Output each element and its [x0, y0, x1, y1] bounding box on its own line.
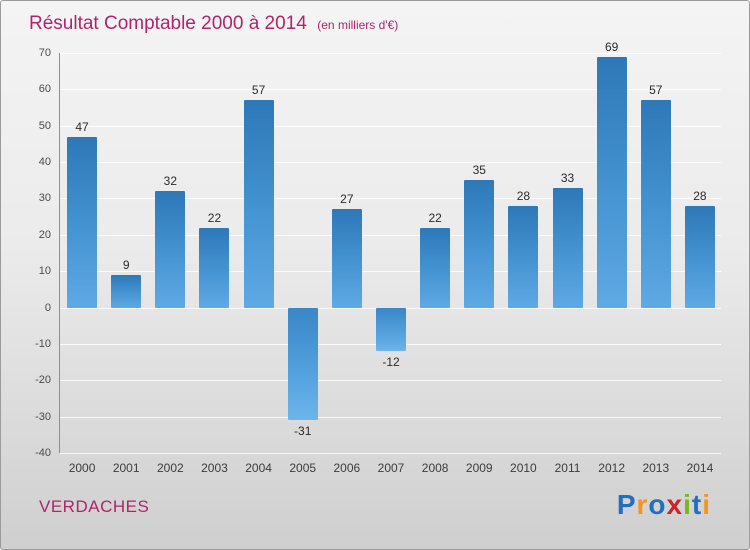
bar-value-label: 35: [472, 163, 486, 178]
x-axis-tick-label: 2013: [642, 461, 670, 475]
x-axis-tick-label: 2009: [465, 461, 493, 475]
x-axis-tick-label: 2008: [421, 461, 449, 475]
gridline: [60, 89, 721, 91]
x-axis-tick-label: 2000: [68, 461, 96, 475]
logo-letter: o: [648, 489, 667, 520]
y-axis-tick-label: 0: [44, 301, 51, 314]
y-axis-tick-label: 30: [38, 192, 51, 205]
gridline: [60, 380, 721, 382]
logo-letter: t: [691, 489, 703, 520]
bar-value-label: 22: [428, 210, 442, 225]
x-axis-tick-label: 2006: [333, 461, 361, 475]
x-axis-tick-label: 2001: [112, 461, 140, 475]
bar: [376, 307, 406, 352]
x-axis-tick-label: 2007: [377, 461, 405, 475]
gridline: [60, 162, 721, 164]
bar-value-label: 22: [207, 210, 222, 225]
x-axis-tick-label: 2005: [289, 461, 317, 475]
bar: [684, 205, 715, 308]
bar: [243, 100, 274, 308]
bar: [199, 227, 230, 308]
org-name: VERDACHES: [39, 497, 150, 516]
bar: [508, 205, 539, 308]
bar: [155, 191, 186, 308]
bar-value-label: 57: [251, 83, 266, 98]
proxiti-logo: Proxiti: [617, 489, 711, 521]
bar-value-label: 9: [122, 257, 130, 272]
bar-value-label: 28: [693, 188, 707, 203]
gridline: [60, 198, 721, 200]
bar-value-label: -12: [382, 355, 400, 370]
bar: [640, 100, 671, 308]
logo-letter: i: [702, 489, 711, 520]
gridline: [60, 416, 721, 418]
chart-header: Résultat Comptable 2000 à 2014 (en milli…: [29, 13, 398, 35]
bar-value-label: 69: [604, 39, 619, 54]
chart-title: Résultat Comptable 2000 à 2014: [29, 13, 307, 34]
bar: [331, 209, 362, 308]
y-axis-tick-label: -30: [35, 410, 51, 423]
y-axis-tick-label: 70: [38, 47, 51, 59]
bar: [67, 136, 98, 308]
y-axis-tick-label: 40: [38, 156, 51, 169]
x-axis-tick-label: 2010: [510, 461, 537, 475]
x-axis-tick-label: 2004: [245, 461, 272, 475]
logo-letter: r: [636, 489, 649, 520]
bar-value-label: 32: [163, 174, 178, 189]
x-axis-tick-label: 2014: [686, 461, 714, 475]
bar-value-label: 57: [649, 83, 663, 98]
y-axis-tick-label: -40: [35, 447, 51, 459]
bar-value-label: 33: [560, 170, 575, 185]
bar: [287, 307, 318, 421]
plot-area: 70 60 50 40 30 20 10 0 -10 -20 -30 -40 47 2000 9 2001 32…: [35, 40, 721, 475]
bar-value-label: -31: [294, 424, 312, 439]
x-axis-tick-label: 2011: [554, 461, 581, 475]
bar: [552, 187, 583, 308]
y-axis-tick-label: 20: [38, 228, 51, 241]
y-axis-tick-label: 60: [38, 83, 51, 96]
gridline: [60, 234, 721, 236]
x-axis-tick-label: 2002: [156, 461, 184, 475]
bar-value-label: 27: [340, 192, 354, 207]
gridline: [60, 453, 721, 454]
gridline: [60, 271, 721, 273]
logo-letter: x: [666, 489, 684, 520]
logo-letter: P: [616, 489, 637, 520]
bar: [464, 180, 495, 308]
bar: [420, 227, 451, 308]
y-axis-tick-label: 10: [38, 265, 51, 278]
bar: [111, 274, 142, 308]
x-axis-tick-label: 2012: [598, 461, 626, 475]
bar-value-label: 28: [516, 188, 531, 203]
x-axis-tick-label: 2003: [201, 461, 228, 475]
bar-value-label: 47: [75, 119, 89, 134]
y-axis-tick-label: -10: [35, 337, 51, 350]
gridline: [60, 53, 721, 54]
y-axis-tick-label: 50: [38, 119, 51, 132]
logo-letter: i: [683, 489, 692, 520]
chart-subtitle: (en milliers d'€): [317, 18, 399, 32]
y-axis-tick-label: -20: [35, 374, 51, 387]
gridline: [60, 125, 721, 127]
bar: [596, 56, 627, 308]
